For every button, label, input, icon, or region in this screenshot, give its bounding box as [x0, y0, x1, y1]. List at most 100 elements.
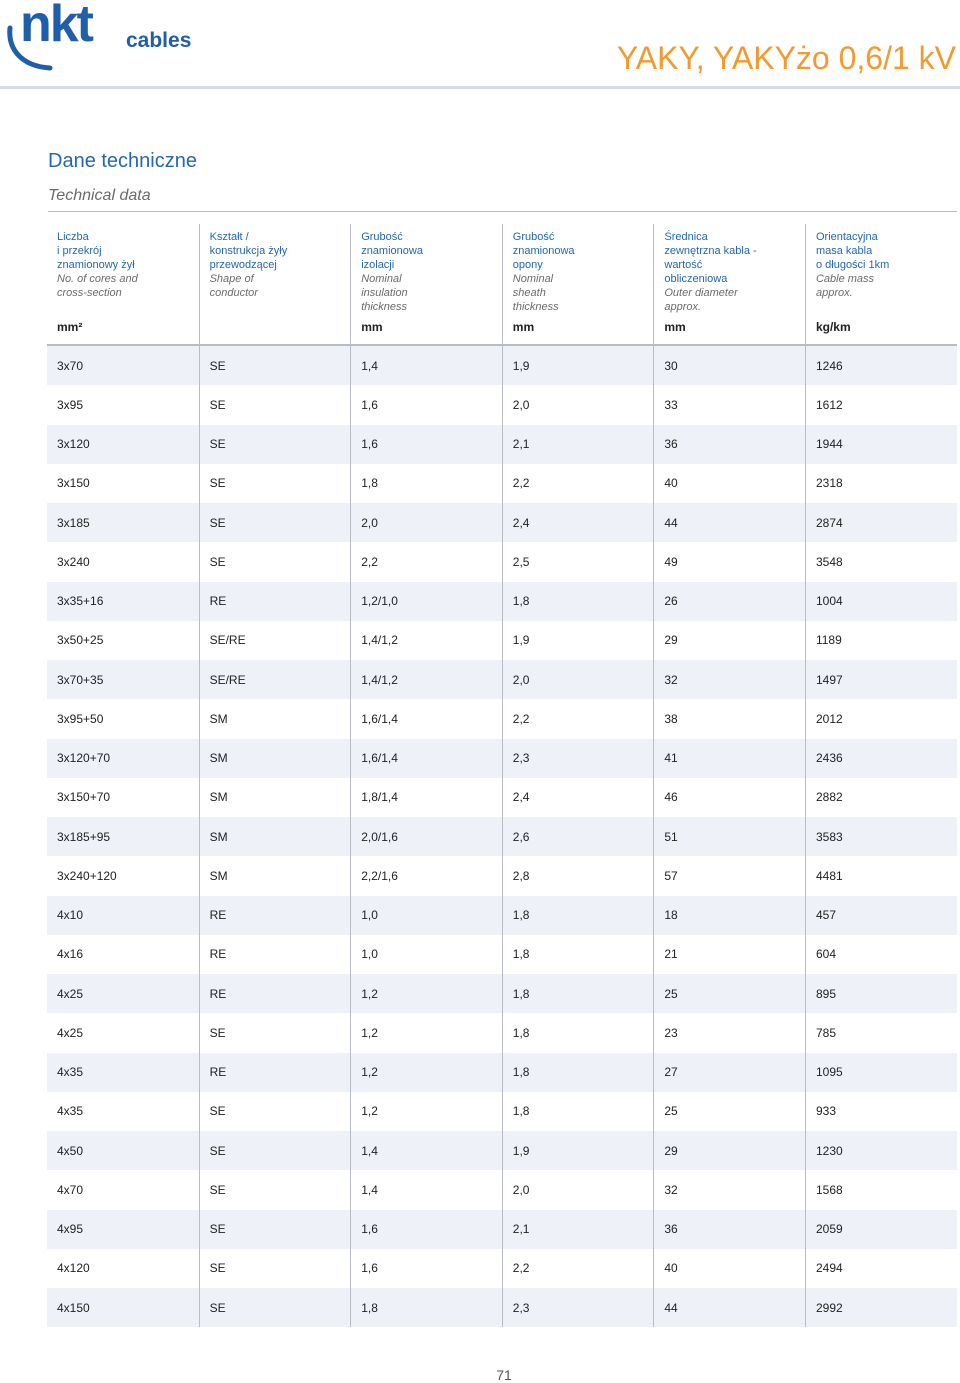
- table-cell: SE: [198, 1131, 351, 1171]
- table-cell: 4x25: [57, 1025, 84, 1040]
- table-cell: 2,1: [501, 1209, 654, 1249]
- table-cell: 4x35: [57, 1104, 84, 1119]
- header-label-pl: wartość: [664, 259, 703, 271]
- page-number: 71: [496, 1367, 512, 1383]
- table-cell: 2,8: [501, 856, 654, 896]
- table-cell: SM: [198, 856, 351, 896]
- table-cell: 49: [653, 542, 805, 582]
- table-cell: 2318: [804, 463, 957, 503]
- table-cell: 25: [653, 974, 805, 1014]
- table-cell: 2,0: [350, 503, 502, 543]
- header-label-pl: Liczba: [57, 231, 89, 243]
- table-cell: SE: [198, 1248, 351, 1288]
- header-label-pl: izolacji: [361, 259, 395, 271]
- table-cell: 2,2: [501, 463, 654, 503]
- table-cell: 3583: [804, 817, 957, 857]
- table-cell: 1,4: [350, 1170, 502, 1210]
- table-row: 3x70 SE 1,4 1,9 30 1246: [47, 346, 957, 386]
- table-cell: SM: [198, 699, 351, 739]
- table-cell: 2012: [804, 699, 957, 739]
- table-cell: 1,6/1,4: [350, 738, 502, 778]
- header-label-en: Nominal: [361, 273, 402, 285]
- table-cell: 1230: [804, 1131, 957, 1171]
- table-row: 3x150+70 SM 1,8/1,4 2,4 46 2882: [47, 777, 957, 817]
- table-row: 3x120+70 SM 1,6/1,4 2,3 41 2436: [47, 738, 957, 778]
- table-cell: 4x95: [57, 1222, 84, 1237]
- table-cell: 4x150: [57, 1300, 90, 1315]
- table-row: 3x185 SE 2,0 2,4 44 2874: [47, 503, 957, 543]
- table-row: 4x35 RE 1,2 1,8 27 1095: [47, 1052, 957, 1092]
- logo-subtext: cables: [126, 29, 192, 52]
- table-cell: 2,0: [501, 660, 654, 700]
- section-title: Dane techniczne: [48, 150, 197, 172]
- table-cell: SE: [198, 1091, 351, 1131]
- table-cell: 3x120+70: [57, 751, 111, 766]
- table-row: 3x150 SE 1,8 2,2 40 2318: [47, 463, 957, 503]
- table-cell: 2874: [804, 503, 957, 543]
- table-cell: 3548: [804, 542, 957, 582]
- section-divider: [48, 211, 957, 212]
- table-row: 3x95+50 SM 1,6/1,4 2,2 38 2012: [47, 699, 957, 739]
- table-row: 4x25 SE 1,2 1,8 23 785: [47, 1013, 957, 1053]
- table-cell: 1,8: [501, 974, 654, 1014]
- table-cell: 2436: [804, 738, 957, 778]
- header-label-pl: znamionowa: [512, 245, 575, 257]
- table-cell: 3x35+16: [57, 594, 104, 609]
- header-label-pl: opony: [512, 259, 543, 271]
- column-header: Orientacyjna masa kabla o długości 1km Cabl…: [804, 224, 957, 344]
- table-cell: 26: [653, 581, 805, 621]
- table-cell: 457: [804, 895, 957, 935]
- table-cell: 2,2: [501, 699, 654, 739]
- header-label-pl: i przekrój: [57, 245, 102, 257]
- table-row: 3x35+16 RE 1,2/1,0 1,8 26 1004: [47, 581, 957, 621]
- table-cell: SE: [198, 503, 351, 543]
- table-cell: RE: [198, 934, 351, 974]
- table-row: 4x50 SE 1,4 1,9 29 1230: [47, 1131, 957, 1171]
- header-label-pl: konstrukcja żyły: [209, 245, 288, 257]
- table-cell: 3x50+25: [57, 633, 104, 648]
- header-label-pl: Grubość: [361, 231, 403, 243]
- table-cell: 1,8: [501, 1013, 654, 1053]
- table-cell: 1,8: [501, 1091, 654, 1131]
- header-label-en: insulation: [361, 287, 408, 299]
- table-cell: 29: [653, 1131, 805, 1171]
- table-row: 4x120 SE 1,6 2,2 40 2494: [47, 1248, 957, 1288]
- table-cell: 1,2: [350, 1013, 502, 1053]
- table-cell: 4x16: [57, 947, 84, 962]
- table-cell: 1,2: [350, 974, 502, 1014]
- header-label-pl: masa kabla: [815, 245, 873, 257]
- table-row: 3x70+35 SE/RE 1,4/1,2 2,0 32 1497: [47, 660, 957, 700]
- table-cell: 1004: [804, 581, 957, 621]
- table-cell: SE: [198, 424, 351, 464]
- table-cell: 4x10: [57, 908, 84, 923]
- table-cell: 2992: [804, 1288, 957, 1328]
- logo-wordmark: nkt: [20, 0, 94, 53]
- table-cell: 2,5: [501, 542, 654, 582]
- table-row: 3x120 SE 1,6 2,1 36 1944: [47, 424, 957, 464]
- table-cell: 1,2/1,0: [350, 581, 502, 621]
- table-cell: 2,2: [501, 1248, 654, 1288]
- table-cell: 1,0: [350, 895, 502, 935]
- table-row: 3x50+25 SE/RE 1,4/1,2 1,9 29 1189: [47, 620, 957, 660]
- table-cell: 1,4/1,2: [350, 660, 502, 700]
- header-unit: mm²: [57, 320, 83, 334]
- table-row: 4x35 SE 1,2 1,8 25 933: [47, 1091, 957, 1131]
- table-cell: 1,4: [350, 1131, 502, 1171]
- table-cell: SE: [198, 1013, 351, 1053]
- table-cell: 46: [653, 777, 805, 817]
- table-cell: 933: [804, 1091, 957, 1131]
- table-cell: 30: [653, 346, 805, 386]
- header-label-en: Cable mass: [815, 273, 875, 285]
- table-cell: 2,0: [501, 1170, 654, 1210]
- table-cell: 3x150+70: [57, 790, 111, 805]
- table-cell: 1,9: [501, 620, 654, 660]
- table-cell: 4x120: [57, 1261, 90, 1276]
- header-label-pl: znamionowa: [361, 245, 423, 257]
- table-cell: 3x95+50: [57, 711, 104, 726]
- table-row: 3x95 SE 1,6 2,0 33 1612: [47, 385, 957, 425]
- table-cell: 3x95: [57, 397, 84, 412]
- table-cell: 29: [653, 620, 805, 660]
- table-cell: SE: [198, 385, 351, 425]
- table-cell: 2,1: [501, 424, 654, 464]
- table-cell: 3x240: [57, 554, 90, 569]
